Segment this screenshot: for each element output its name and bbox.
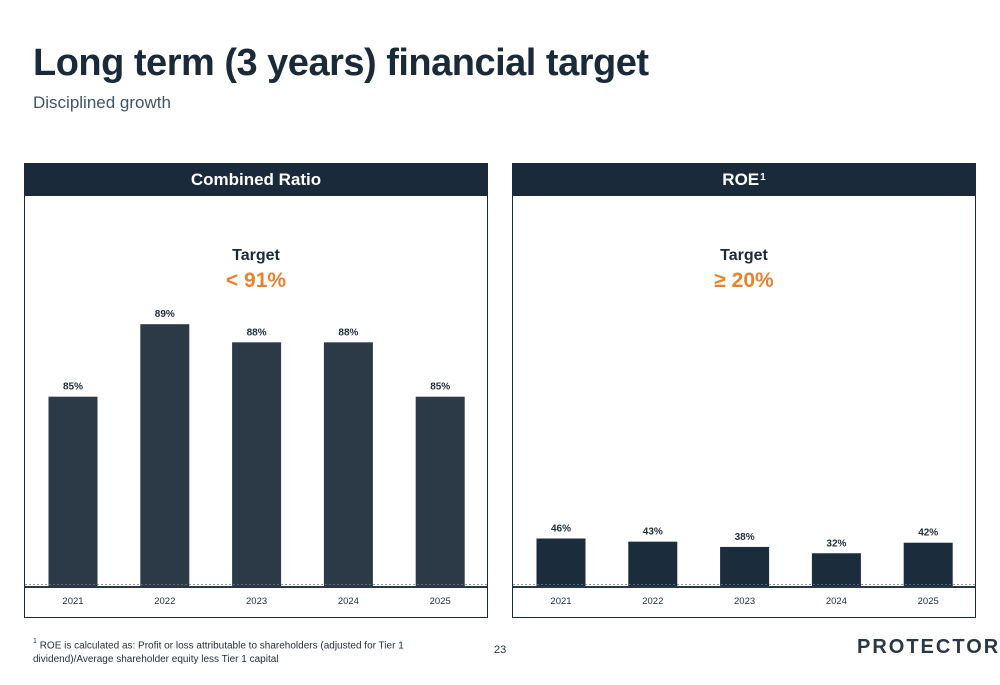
page-number: 23 — [494, 644, 507, 656]
combined-ratio-value-label-2025: 85% — [430, 382, 450, 393]
roe-target-value: ≥ 20% — [714, 269, 774, 292]
roe-target-label: Target — [720, 247, 768, 264]
roe-value-label-2022: 43% — [643, 527, 663, 538]
combined-ratio-bar-2025 — [415, 396, 465, 587]
combined-ratio-value-label-2023: 88% — [247, 327, 267, 338]
roe-value-label-2023: 38% — [735, 532, 755, 543]
combined-ratio-bar-2024 — [323, 342, 373, 587]
combined-ratio-chart: 85% 2021 89% 2022 88% 2023 88% 2024 85% 2025 — [25, 309, 487, 607]
roe-bar-2025 — [903, 542, 953, 587]
combined-ratio-tick-label-2024: 2024 — [338, 596, 359, 607]
roe-bar-2022 — [628, 541, 678, 587]
combined-ratio-value-label-2024: 88% — [338, 327, 358, 338]
footnote-marker: 1 — [33, 638, 37, 645]
combined-ratio-target-value: < 91% — [225, 269, 287, 292]
roe-header-footnote-marker: 1 — [760, 171, 766, 183]
roe-tick-label-2024: 2024 — [826, 596, 847, 607]
roe-header-label: ROE — [722, 170, 760, 189]
roe-bar-2024 — [811, 553, 861, 587]
combined-ratio-tick-label-2021: 2021 — [62, 596, 83, 607]
combined-ratio-bar-2023 — [232, 342, 282, 587]
page-subtitle: Disciplined growth — [33, 93, 171, 112]
combined-ratio-bar-2022 — [140, 324, 190, 587]
combined-ratio-bar-2021 — [48, 396, 98, 587]
footnote: 1 ROE is calculated as: Profit or loss a… — [33, 636, 463, 667]
roe-bar-2021 — [536, 538, 586, 587]
combined-ratio-value-label-2022: 89% — [155, 309, 175, 320]
roe-tick-label-2023: 2023 — [734, 596, 755, 607]
roe-tick-label-2022: 2022 — [642, 596, 663, 607]
combined-ratio-tick-label-2025: 2025 — [430, 596, 451, 607]
roe-header: ROE 1 — [513, 164, 975, 196]
footnote-text: ROE is calculated as: Profit or loss att… — [33, 640, 404, 666]
roe-bar-2023 — [720, 546, 770, 587]
roe-value-label-2021: 46% — [551, 523, 571, 534]
roe-tick-label-2021: 2021 — [550, 596, 571, 607]
combined-ratio-header-label: Combined Ratio — [190, 170, 322, 189]
combined-ratio-target-label: Target — [232, 247, 280, 264]
roe-panel: ROE 1 Target ≥ 20% 46% 2021 43% 2022 38% 2023 3… — [512, 163, 976, 618]
combined-ratio-tick-label-2022: 2022 — [154, 596, 175, 607]
combined-ratio-tick-label-2023: 2023 — [246, 596, 267, 607]
combined-ratio-value-label-2021: 85% — [63, 382, 83, 393]
roe-chart: 46% 2021 43% 2022 38% 2023 32% 2024 42% 2025 — [513, 523, 975, 607]
roe-value-label-2025: 42% — [918, 528, 938, 539]
protector-logo: PROTECTOR — [857, 636, 1000, 658]
roe-value-label-2024: 32% — [826, 538, 846, 549]
roe-tick-label-2025: 2025 — [918, 596, 939, 607]
combined-ratio-header: Combined Ratio — [25, 164, 487, 196]
page-title: Long term (3 years) financial target — [33, 42, 649, 84]
combined-ratio-panel: Combined Ratio Target < 91% 85% 2021 89% 20… — [24, 163, 488, 618]
